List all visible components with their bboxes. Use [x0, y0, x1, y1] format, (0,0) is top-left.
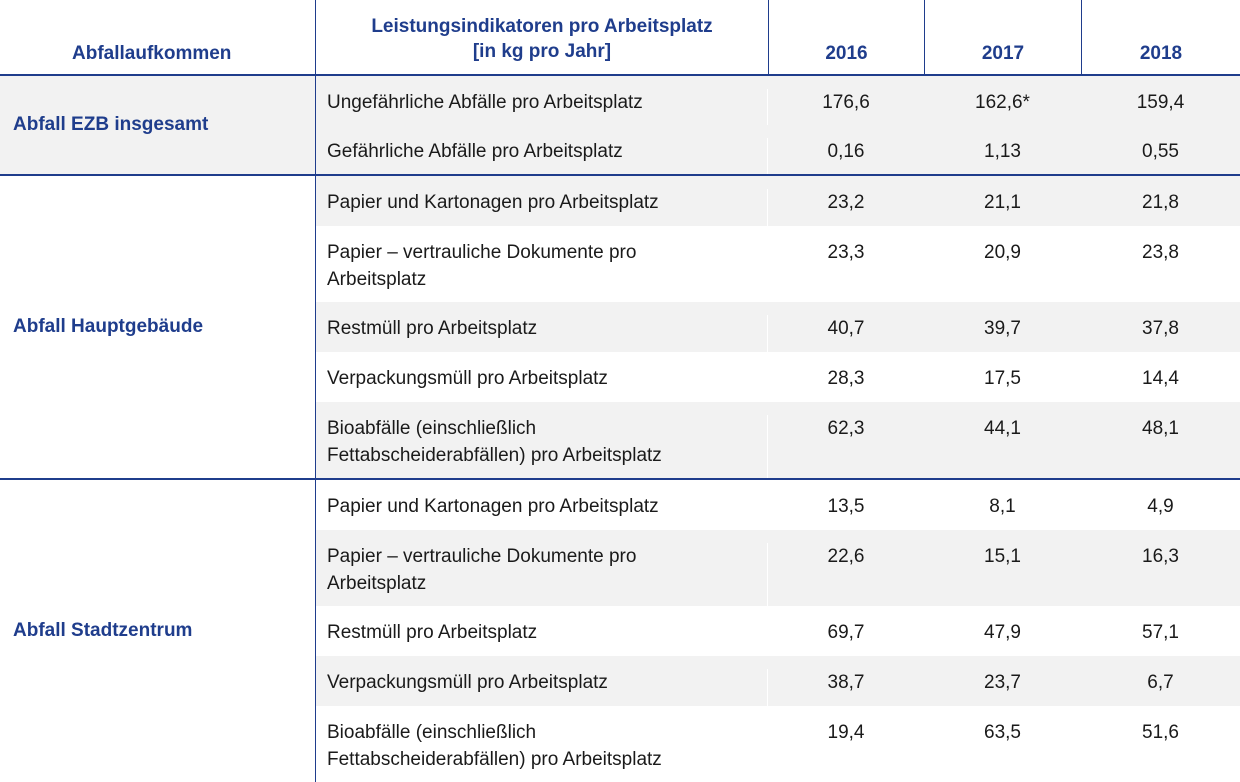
value-2016: 13,5 [827, 496, 865, 517]
group-ezb-total: Abfall EZB insgesamt Ungefährliche Abfäl… [0, 76, 1240, 176]
value-2017: 23,7 [984, 672, 1021, 693]
table-header: Abfallaufkommen Leistungsindikatoren pro… [0, 0, 1240, 76]
indicator-cell: Papier – vertrauliche Dokumente pro Arbe… [316, 543, 768, 606]
value-2017: 39,7 [984, 318, 1021, 339]
indicator-cell: Papier – vertrauliche Dokumente pro Arbe… [316, 239, 768, 302]
value-2016: 69,7 [827, 622, 865, 643]
table-row: Verpackungsmüll pro Arbeitsplatz 28,3 17… [316, 352, 1240, 402]
value-2016: 0,16 [827, 141, 865, 162]
table-row: Papier – vertrauliche Dokumente pro Arbe… [316, 226, 1240, 302]
value-2018: 48,1 [1142, 418, 1179, 439]
value-2016: 62,3 [827, 418, 865, 439]
table-row: Ungefährliche Abfälle pro Arbeitsplatz 1… [316, 76, 1240, 125]
value-2016: 22,6 [827, 546, 865, 567]
value-2016: 40,7 [827, 318, 865, 339]
table-row: Bioabfälle (einschließlich Fettabscheide… [316, 402, 1240, 478]
value-2016: 23,3 [827, 242, 865, 263]
table-row: Papier – vertrauliche Dokumente pro Arbe… [316, 530, 1240, 606]
indicator-cell: Restmüll pro Arbeitsplatz [316, 619, 768, 656]
header-category-label: Abfallaufkommen [72, 43, 232, 64]
indicator-cell: Restmüll pro Arbeitsplatz [316, 315, 768, 352]
table-row: Restmüll pro Arbeitsplatz 40,7 39,7 37,8 [316, 302, 1240, 352]
value-2017: 8,1 [989, 496, 1016, 517]
value-2018: 37,8 [1142, 318, 1179, 339]
table-row: Restmüll pro Arbeitsplatz 69,7 47,9 57,1 [316, 606, 1240, 656]
indicator-cell: Bioabfälle (einschließlich Fettabscheide… [316, 719, 768, 782]
value-2018: 21,8 [1142, 192, 1179, 213]
value-2018: 6,7 [1147, 672, 1174, 693]
value-2018: 23,8 [1142, 242, 1179, 263]
value-2016: 38,7 [827, 672, 865, 693]
group-category-label: Abfall EZB insgesamt [0, 76, 316, 174]
group-category-label: Abfall Hauptgebäude [0, 176, 316, 478]
indicator-cell: Verpackungsmüll pro Arbeitsplatz [316, 365, 768, 402]
value-2017: 17,5 [984, 368, 1021, 389]
table-row: Papier und Kartonagen pro Arbeitsplatz 1… [316, 480, 1240, 530]
value-2018: 159,4 [1136, 92, 1185, 113]
value-2017: 21,1 [984, 192, 1021, 213]
indicator-cell: Gefährliche Abfälle pro Arbeitsplatz [316, 138, 768, 174]
value-2018: 0,55 [1142, 141, 1179, 162]
indicator-cell: Ungefährliche Abfälle pro Arbeitsplatz [316, 89, 768, 125]
value-2018: 14,4 [1142, 368, 1179, 389]
value-2018: 4,9 [1147, 496, 1174, 517]
value-2017: 47,9 [984, 622, 1021, 643]
header-category-cell: Abfallaufkommen [0, 0, 316, 74]
value-2016: 19,4 [827, 722, 865, 743]
table-row: Verpackungsmüll pro Arbeitsplatz 38,7 23… [316, 656, 1240, 706]
table-row: Gefährliche Abfälle pro Arbeitsplatz 0,1… [316, 125, 1240, 174]
value-2017: 15,1 [984, 546, 1021, 567]
indicator-cell: Papier und Kartonagen pro Arbeitsplatz [316, 189, 768, 226]
group-main-building: Abfall Hauptgebäude Papier und Kartonage… [0, 176, 1240, 480]
group-city-centre: Abfall Stadtzentrum Papier und Kartonage… [0, 480, 1240, 782]
header-year-2016: 2016 [768, 0, 924, 74]
table-row: Papier und Kartonagen pro Arbeitsplatz 2… [316, 176, 1240, 226]
indicator-cell: Papier und Kartonagen pro Arbeitsplatz [316, 493, 768, 530]
value-2017: 20,9 [984, 242, 1021, 263]
header-indicator-line1: Leistungsindikatoren pro Arbeitsplatz [371, 16, 713, 37]
value-2017: 63,5 [984, 722, 1021, 743]
value-2018: 16,3 [1142, 546, 1179, 567]
header-indicator-line2: [in kg pro Jahr] [472, 41, 612, 62]
value-2016: 28,3 [827, 368, 865, 389]
value-2016: 176,6 [822, 92, 870, 113]
value-2017: 1,13 [984, 141, 1021, 162]
indicator-cell: Verpackungsmüll pro Arbeitsplatz [316, 669, 768, 706]
header-indicator-cell: Leistungsindikatoren pro Arbeitsplatz [i… [316, 0, 768, 74]
header-year-2018: 2018 [1081, 0, 1240, 74]
value-2018: 57,1 [1142, 622, 1179, 643]
header-year-2017: 2017 [924, 0, 1081, 74]
value-2017: 162,6* [975, 92, 1030, 113]
group-category-label: Abfall Stadtzentrum [0, 480, 316, 782]
indicator-cell: Bioabfälle (einschließlich Fettabscheide… [316, 415, 768, 478]
value-2017: 44,1 [984, 418, 1021, 439]
value-2018: 51,6 [1142, 722, 1179, 743]
table-row: Bioabfälle (einschließlich Fettabscheide… [316, 706, 1240, 782]
value-2016: 23,2 [827, 192, 865, 213]
